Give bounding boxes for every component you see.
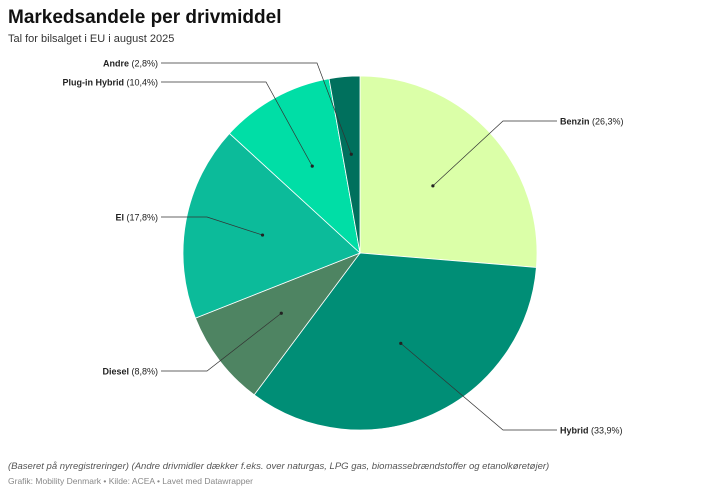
pie-slices — [182, 75, 538, 431]
slice-label-diesel: Diesel (8,8%) — [102, 367, 158, 377]
leader-dot-el — [260, 233, 265, 237]
leader-line-benzin — [432, 120, 557, 187]
leader-line-andre — [161, 62, 352, 155]
slice-label-el: El (17,8%) — [115, 213, 158, 223]
slice-label-andre: Andre (2,8%) — [103, 59, 158, 69]
chart-subtitle: Tal for bilsalget i EU i august 2025 — [8, 33, 175, 45]
slice-labels: Benzin (26,3%) Hybrid (33,9%) Diesel (8,8%… — [62, 59, 623, 436]
slice-label-benzin: Benzin (26,3%) — [560, 117, 624, 127]
leader-dot-hybrid — [399, 341, 403, 345]
chart-byline: Grafik: Mobility Denmark • Kilde: ACEA •… — [8, 476, 253, 486]
leader-dot-diesel — [279, 311, 283, 315]
pie-slice-hybrid — [253, 252, 537, 431]
leader-lines — [161, 62, 557, 431]
pie-slice-andre — [328, 75, 361, 254]
slice-label-plug-in-hybrid: Plug-in Hybrid (10,4%) — [62, 78, 158, 88]
leader-dot-andre — [349, 152, 353, 156]
pie-slice-el — [182, 132, 361, 319]
leader-line-hybrid — [400, 343, 557, 431]
leader-line-el — [161, 216, 263, 236]
leader-dot-benzin — [431, 184, 435, 188]
leader-dot-plug-in-hybrid — [310, 164, 314, 168]
slice-label-hybrid: Hybrid (33,9%) — [560, 426, 623, 436]
chart-notes: (Baseret på nyregistreringer) (Andre dri… — [8, 461, 550, 472]
chart-title: Markedsandele per drivmiddel — [8, 7, 282, 28]
leader-line-plug-in-hybrid — [161, 81, 313, 167]
pie-slice-diesel — [194, 252, 362, 396]
leader-line-diesel — [161, 312, 282, 372]
